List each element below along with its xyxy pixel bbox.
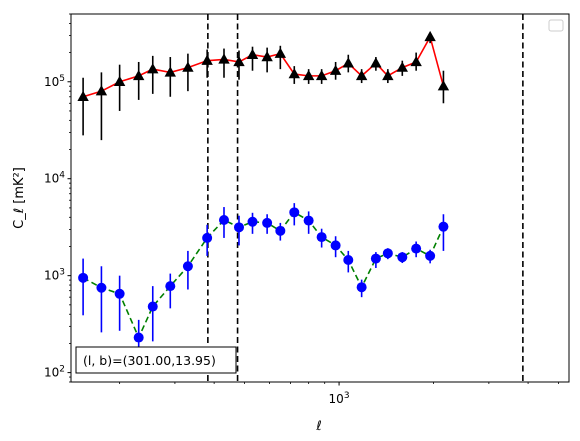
legend (548, 19, 564, 32)
y-tick-label-0: 102 (44, 365, 65, 380)
legend-box (548, 19, 564, 32)
series-0-point-9 (233, 55, 245, 67)
series-0-point-11 (261, 51, 273, 62)
annotation: (l, b)=(301.00,13.95) (75, 346, 237, 374)
y-tick-label-1: 103 (44, 268, 65, 283)
series-1 (78, 203, 449, 369)
series-0-point-24 (437, 80, 450, 91)
series-1-point-2 (114, 288, 125, 299)
x-axis-label: ℓ (315, 419, 321, 434)
series-1-point-15 (316, 232, 327, 243)
series-1-point-10 (247, 216, 258, 227)
vertical-reference-lines (207, 14, 524, 382)
series-1-point-12 (275, 225, 286, 236)
series-0-point-18 (355, 69, 368, 81)
series-0-point-6 (182, 61, 194, 72)
series-0-point-1 (95, 85, 108, 96)
series-0-point-3 (132, 69, 145, 81)
series-0-point-12 (274, 47, 287, 58)
series-1-point-23 (425, 250, 436, 261)
series-1-point-11 (262, 217, 273, 228)
series-1-point-19 (370, 253, 381, 264)
axes (70, 13, 570, 383)
series-1-point-3 (133, 332, 144, 343)
x-tick-label-0: 103 (329, 391, 350, 406)
series-0-point-0 (77, 90, 89, 101)
series-0-point-22 (410, 55, 422, 67)
series-0-line (82, 34, 445, 98)
y-axis-label: C_ℓ [mK²] (12, 167, 27, 229)
series-1-point-1 (96, 282, 107, 293)
series-0-point-14 (302, 69, 315, 81)
series-1-line (82, 211, 445, 340)
series-1-point-7 (202, 232, 213, 243)
y-tick-label-2: 104 (44, 171, 65, 186)
series-0-point-19 (370, 57, 382, 68)
series-1-point-18 (356, 282, 367, 293)
annotation-box (75, 346, 237, 374)
series-1-point-6 (182, 261, 193, 272)
series-0-point-15 (315, 69, 328, 81)
series-0-point-17 (342, 57, 354, 68)
series-0-point-23 (424, 30, 436, 42)
series-0-point-21 (396, 61, 408, 72)
series-0-point-4 (147, 63, 159, 74)
y-tick-label-3: 105 (44, 74, 65, 89)
series-0-point-5 (164, 66, 176, 77)
series-1-point-8 (218, 215, 229, 226)
data-series (77, 30, 450, 369)
series-0-point-7 (201, 54, 213, 65)
series-1-point-9 (233, 222, 244, 233)
annotation-text: (l, b)=(301.00,13.95) (83, 353, 216, 368)
series-1-point-20 (382, 248, 393, 259)
series-1-point-14 (303, 215, 314, 226)
series-1-point-5 (165, 281, 176, 292)
series-1-point-17 (343, 255, 354, 266)
plot-frame (70, 13, 570, 383)
series-0-point-8 (218, 53, 230, 64)
series-0 (77, 30, 450, 141)
series-0-point-10 (246, 48, 259, 59)
series-1-point-13 (289, 207, 300, 218)
series-1-point-4 (147, 301, 158, 312)
series-0-point-13 (288, 68, 300, 79)
series-1-point-22 (411, 243, 422, 254)
series-0-point-20 (382, 69, 394, 81)
series-0-point-16 (329, 64, 342, 75)
series-0-point-2 (113, 75, 126, 86)
series-1-point-16 (330, 240, 341, 251)
series-1-point-24 (438, 221, 449, 232)
series-1-point-21 (397, 252, 408, 263)
series-1-point-0 (78, 272, 89, 283)
